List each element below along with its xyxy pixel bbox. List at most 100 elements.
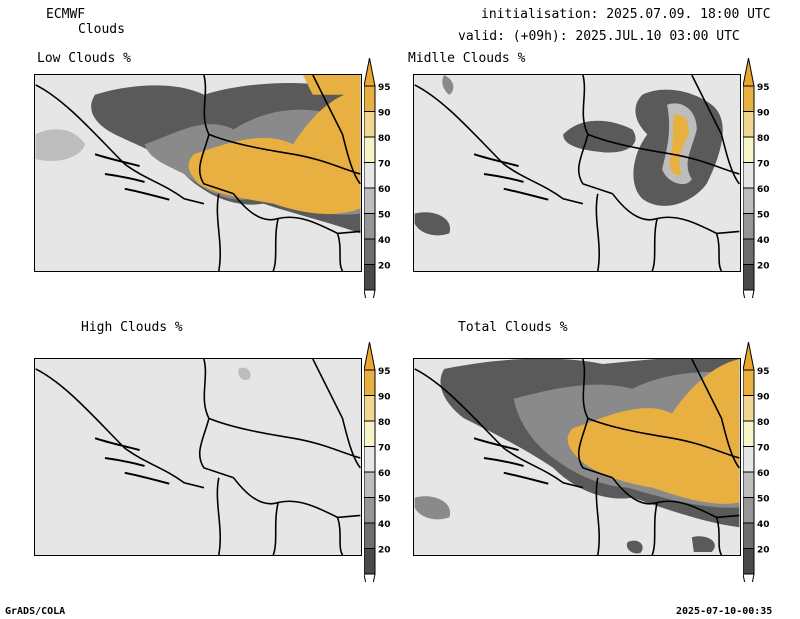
colorbar-top-arrow <box>743 342 755 371</box>
high-clouds-map <box>34 358 362 556</box>
colorbar-tick-label: 95 <box>378 83 391 93</box>
country-borders <box>35 359 361 555</box>
colorbar-bottom-arrow <box>743 289 755 298</box>
colorbar-segment <box>743 420 755 447</box>
colorbar-segment <box>364 369 376 396</box>
colorbar-tick-label: 80 <box>378 134 391 144</box>
colorbar-segment <box>364 548 376 575</box>
colorbar-segment <box>364 497 376 524</box>
field-label: Clouds <box>78 22 125 37</box>
colorbar-segment <box>364 420 376 447</box>
colorbar-tick-label: 60 <box>378 185 391 195</box>
colorbar-tick-label: 40 <box>378 520 391 530</box>
coastline <box>473 437 549 485</box>
mid-clouds-title: Midlle Clouds % <box>408 51 526 66</box>
colorbar-tick-label: 40 <box>757 520 770 530</box>
footer-credit: GrADS/COLA <box>5 606 66 617</box>
colorbar-tick-label: 20 <box>757 546 770 556</box>
colorbar-segment <box>364 522 376 549</box>
colorbar-total: 95 90 80 70 60 50 40 20 <box>743 342 787 582</box>
colorbar-tick-label: 95 <box>757 83 770 93</box>
colorbar-tick-label: 95 <box>378 367 391 377</box>
country-borders <box>414 359 740 555</box>
colorbar-tick-label: 20 <box>378 262 391 272</box>
low-clouds-title: Low Clouds % <box>37 51 131 66</box>
cloud-shading <box>414 75 723 236</box>
colorbar-tick-label: 50 <box>757 211 770 221</box>
colorbar-tick-label: 50 <box>378 211 391 221</box>
country-borders <box>35 75 361 271</box>
colorbar-mid: 95 90 80 70 60 50 40 20 <box>743 58 787 298</box>
colorbar-tick-label: 50 <box>378 495 391 505</box>
colorbar-tick-label: 60 <box>757 185 770 195</box>
colorbar-segment <box>364 446 376 473</box>
colorbar-bottom-arrow <box>743 573 755 582</box>
colorbar-segment <box>364 162 376 189</box>
colorbar-tick-label: 40 <box>378 236 391 246</box>
colorbar-tick-label: 90 <box>378 109 391 119</box>
colorbar-segment <box>743 238 755 265</box>
colorbar-tick-label: 40 <box>757 236 770 246</box>
colorbar-segment <box>364 111 376 138</box>
colorbar-segment <box>743 471 755 498</box>
colorbar-segment <box>364 471 376 498</box>
coastline <box>94 437 170 485</box>
colorbar-segment <box>364 238 376 265</box>
colorbar-tick-label: 90 <box>378 393 391 403</box>
colorbar-segment <box>743 187 755 214</box>
colorbar-tick-label: 70 <box>757 444 770 454</box>
low-clouds-map <box>34 74 362 272</box>
coastline <box>473 153 549 201</box>
colorbar-segment <box>743 85 755 112</box>
colorbar-tick-label: 80 <box>757 134 770 144</box>
footer-timestamp: 2025-07-10-00:35 <box>676 606 773 617</box>
high-clouds-title: High Clouds % <box>81 320 183 335</box>
cloud-shading <box>238 367 251 381</box>
colorbar-segment <box>364 395 376 422</box>
colorbar-segment <box>743 213 755 240</box>
country-borders <box>414 75 740 271</box>
colorbar-tick-label: 50 <box>757 495 770 505</box>
colorbar-top-arrow <box>364 342 376 371</box>
init-time: initialisation: 2025.07.09. 18:00 UTC <box>481 7 771 22</box>
mid-clouds-map <box>413 74 741 272</box>
colorbar-segment <box>743 162 755 189</box>
total-clouds-map <box>413 358 741 556</box>
colorbar-tick-label: 90 <box>757 393 770 403</box>
colorbar-tick-label: 20 <box>757 262 770 272</box>
colorbar-segment <box>364 85 376 112</box>
colorbar-segment <box>743 136 755 163</box>
colorbar-tick-label: 80 <box>378 418 391 428</box>
valid-time: valid: (+09h): 2025.JUL.10 03:00 UTC <box>458 29 740 44</box>
colorbar-segment <box>743 446 755 473</box>
colorbar-segment <box>743 111 755 138</box>
colorbar-tick-label: 80 <box>757 418 770 428</box>
colorbar-tick-label: 70 <box>378 160 391 170</box>
colorbar-segment <box>743 522 755 549</box>
colorbar-segment <box>743 395 755 422</box>
colorbar-bottom-arrow <box>364 573 376 582</box>
total-clouds-title: Total Clouds % <box>458 320 568 335</box>
colorbar-low: 95 90 80 70 60 50 40 20 <box>364 58 408 298</box>
model-label: ECMWF <box>46 7 86 22</box>
colorbar-tick-label: 70 <box>378 444 391 454</box>
colorbar-segment <box>743 369 755 396</box>
colorbar-top-arrow <box>743 58 755 87</box>
colorbar-tick-label: 20 <box>378 546 391 556</box>
cloud-shading <box>414 359 740 554</box>
colorbar-top-arrow <box>364 58 376 87</box>
colorbar-segment <box>743 497 755 524</box>
cloud-shading <box>35 75 361 234</box>
colorbar-segment <box>364 264 376 291</box>
colorbar-tick-label: 70 <box>757 160 770 170</box>
colorbar-segment <box>364 136 376 163</box>
colorbar-tick-label: 60 <box>378 469 391 479</box>
colorbar-tick-label: 95 <box>757 367 770 377</box>
colorbar-segment <box>364 187 376 214</box>
colorbar-bottom-arrow <box>364 289 376 298</box>
colorbar-tick-label: 60 <box>757 469 770 479</box>
colorbar-segment <box>743 548 755 575</box>
colorbar-tick-label: 90 <box>757 109 770 119</box>
colorbar-segment <box>743 264 755 291</box>
colorbar-segment <box>364 213 376 240</box>
